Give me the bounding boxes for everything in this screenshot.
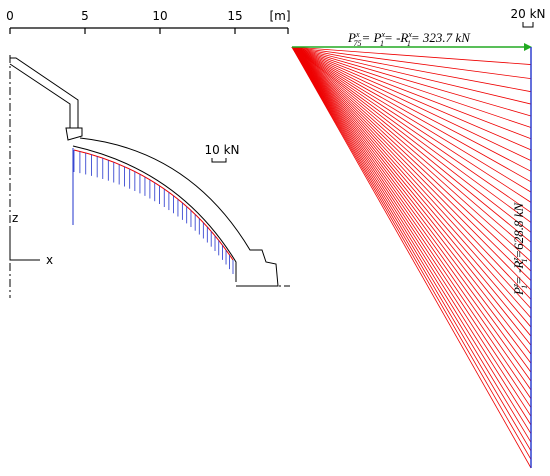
fan-ray [291,46,532,262]
fan-ray [291,46,532,291]
scale-tick: 10 [152,9,167,23]
fan-ray [291,46,532,213]
fan-ray [291,46,532,233]
fan-ray [291,46,532,400]
fan-ray [291,46,532,272]
label-part: =628.8 kN [511,201,526,258]
load-hatching [73,150,234,274]
fan-ray [291,46,532,193]
fan-ray [291,46,532,319]
scale-bar [9,27,289,34]
fan-ray [291,46,532,337]
fan-ray [291,46,532,140]
fan-ray [291,46,532,183]
fan-ray [291,46,532,105]
force-fan [291,46,532,469]
label-part: = -R [511,261,526,285]
fan-ray [291,46,532,243]
fan-ray [291,46,532,469]
label-part: P [347,30,356,45]
label-part: 1 [407,39,411,48]
fan-ray [291,46,532,452]
force-scale: 20 kN [510,7,545,21]
fan-ray [291,46,532,128]
scale-tick: 5 [81,9,89,23]
fan-ray [291,46,532,203]
fan-ray [291,46,532,328]
label-part: = P [362,30,382,45]
fan-ray [291,46,532,364]
scale-tick: 0 [6,9,14,23]
axis-x: x [46,253,53,267]
horizontal-force-label: Px 75= Px 1= -Rx 1= 323.7 kN [347,30,471,48]
fan-ray [291,46,532,223]
fan-ray [291,46,532,434]
scale-tick: 15 [227,9,242,23]
fan-ray [291,46,532,391]
fan-ray [291,46,532,80]
fan-ray [291,46,532,373]
structure [9,55,290,298]
load-scale: 10 kN [204,143,239,157]
fan-ray [291,46,532,65]
fan-ray [291,46,532,253]
fan-ray [291,46,532,346]
label-part: 1 [520,285,529,289]
fan-ray [291,46,532,151]
fan-ray [291,46,532,382]
vertical-force-label: Pz1= -Rz1=628.8 kN [511,201,529,296]
axis-z: z [12,211,18,225]
scale-unit: [m] [269,9,290,23]
axes-icon [9,228,40,261]
label-part: 1 [380,39,384,48]
fan-ray [291,46,532,408]
label-part: 1 [520,259,529,263]
fan-ray [291,46,532,281]
fan-ray [291,46,532,93]
fan-ray [291,46,532,460]
label-part: = 323.7 kN [411,30,471,45]
arrowhead [524,43,532,51]
fan-ray [291,46,532,162]
pressure-line [73,149,234,261]
label-part: P [511,287,526,296]
fan-ray [291,46,532,117]
fan-ray [291,46,532,355]
fan-ray [291,46,532,426]
label-part: x [380,30,385,39]
label-part: x [407,30,412,39]
fan-ray [291,46,532,417]
load-scale-bar [211,158,227,163]
fan-ray [291,46,532,443]
label-part: = -R [384,30,408,45]
fan-ray [291,46,532,300]
label-part: z [511,283,520,288]
fan-ray [291,46,532,309]
force-scale-bar [522,22,534,28]
label-part: x [355,30,360,39]
label-part: 75 [354,39,362,48]
fan-ray [291,46,532,172]
label-part: z [511,257,520,262]
